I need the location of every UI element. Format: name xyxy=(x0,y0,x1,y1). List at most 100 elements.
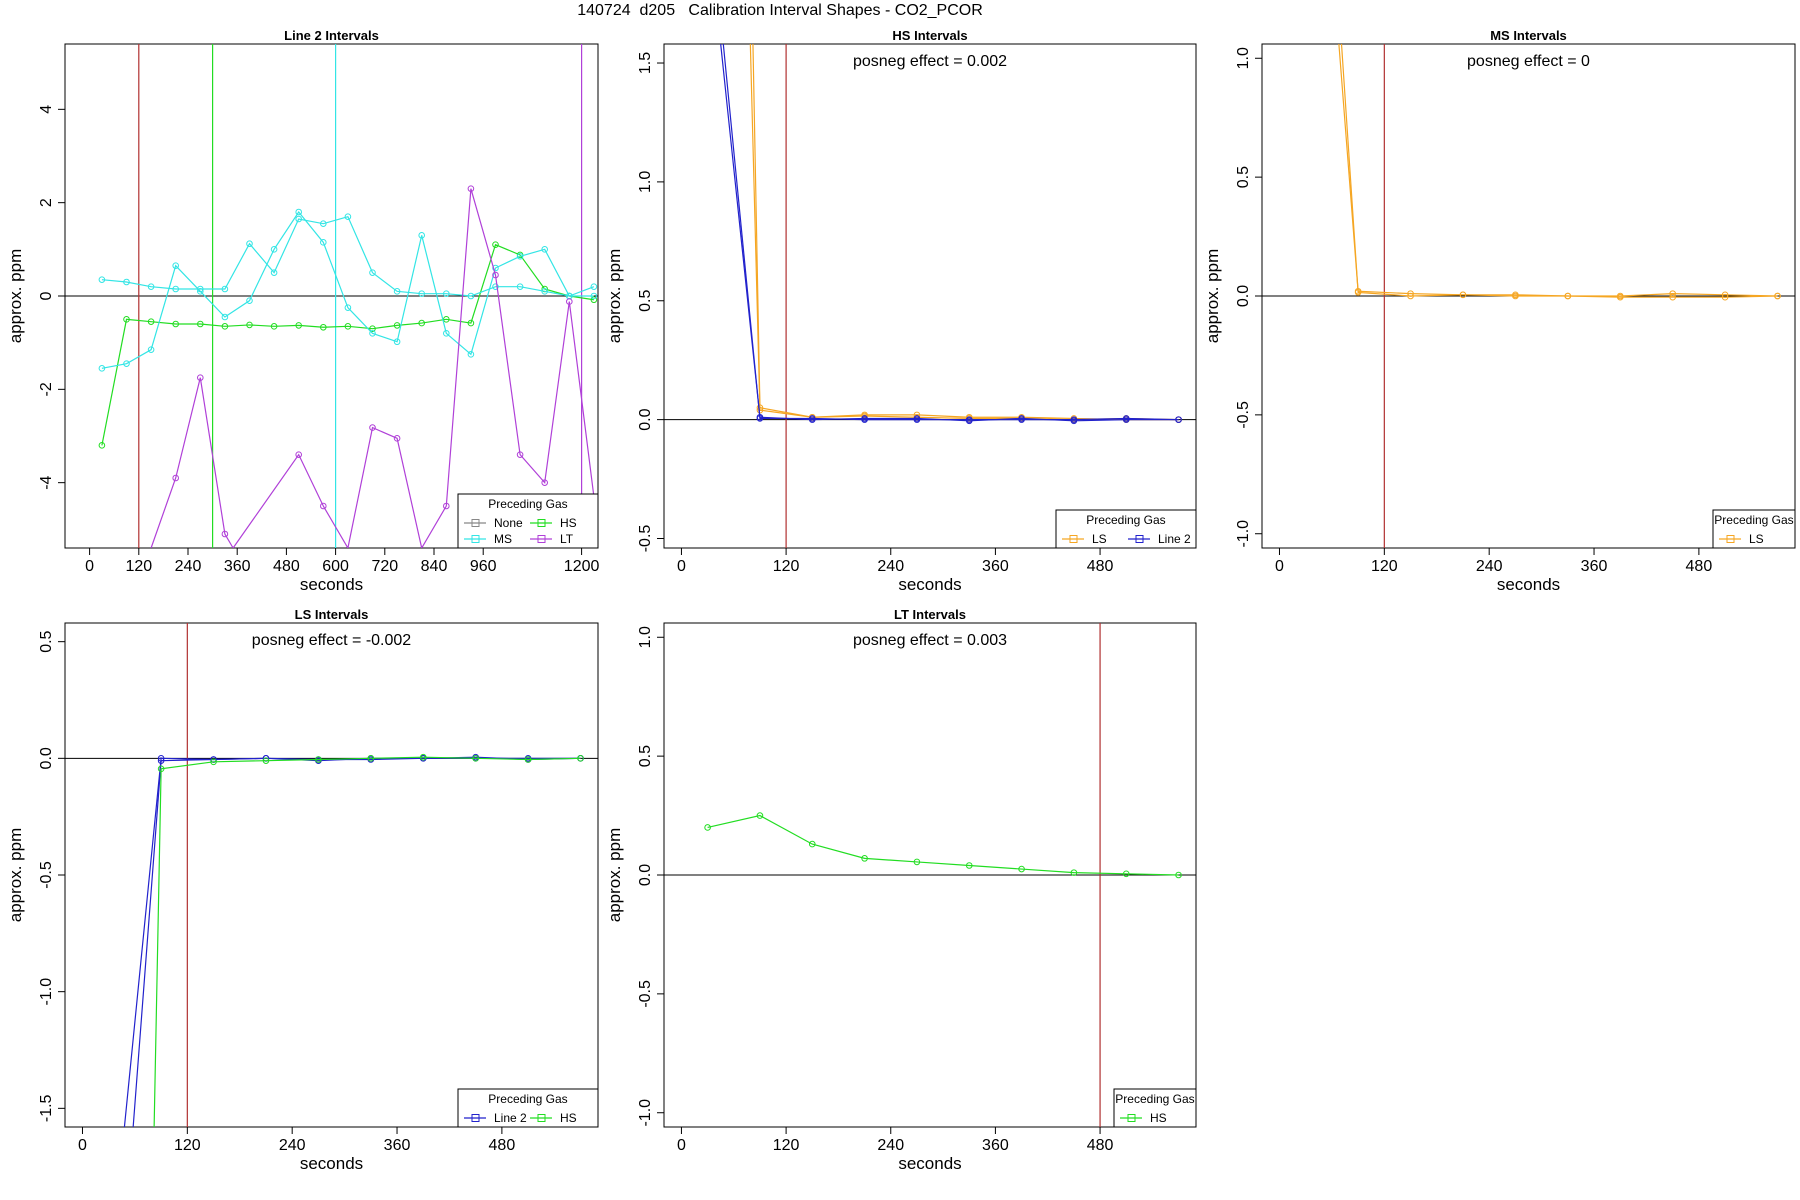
data-point xyxy=(369,269,376,276)
data-point xyxy=(123,360,130,367)
x-axis-label: seconds xyxy=(898,1154,961,1173)
x-tick-label: 120 xyxy=(1371,558,1398,575)
series-line-ls xyxy=(1340,44,1778,298)
x-tick-label: 240 xyxy=(877,1137,904,1154)
plot-area xyxy=(65,44,598,548)
data-point xyxy=(418,319,426,327)
series-line-hs xyxy=(153,756,581,1127)
legend-entry-label: LS xyxy=(1749,532,1764,546)
legend-title: Preceding Gas xyxy=(1086,513,1165,527)
data-point xyxy=(1564,292,1572,300)
x-tick-label: 360 xyxy=(384,1137,411,1154)
data-point xyxy=(1175,871,1182,879)
data-point xyxy=(524,756,532,763)
x-tick-label: 240 xyxy=(877,558,904,575)
data-point xyxy=(418,232,426,239)
y-tick-label: 1.5 xyxy=(637,52,654,74)
x-tick-label: 360 xyxy=(224,558,251,575)
data-point xyxy=(369,424,376,431)
panel-lt-intervals: LT Intervals 0 120 240 360 480 -1.0 -0.5 0.0 0.5 1… xyxy=(605,607,1197,1173)
data-point xyxy=(1175,416,1182,423)
data-point xyxy=(419,753,427,761)
panel-title: LS Intervals xyxy=(295,607,369,622)
data-point xyxy=(913,416,921,423)
posneg-annotation: posneg effect = 0 xyxy=(1467,53,1590,70)
data-point xyxy=(320,220,327,227)
legend-swatch-marker xyxy=(537,535,546,543)
plot-area xyxy=(664,44,1196,548)
panel-title: MS Intervals xyxy=(1490,28,1567,43)
data-point xyxy=(147,283,155,290)
data-point xyxy=(516,283,524,290)
data-point xyxy=(197,320,204,328)
data-point xyxy=(393,435,401,442)
x-tick-label: 0 xyxy=(1275,558,1284,575)
data-point xyxy=(541,288,549,295)
data-point xyxy=(221,530,229,538)
x-axis-label: seconds xyxy=(898,575,961,594)
data-point xyxy=(367,755,375,762)
y-axis-label: approx. ppm xyxy=(605,249,624,344)
panel-title: HS Intervals xyxy=(892,28,967,43)
data-point xyxy=(295,208,303,216)
data-point xyxy=(756,415,764,422)
y-tick-label: -0.5 xyxy=(637,525,654,553)
data-point xyxy=(1018,416,1025,423)
y-tick-label: -2 xyxy=(38,382,55,396)
series-line-lt xyxy=(150,188,595,548)
data-point xyxy=(1669,290,1676,297)
y-tick-label: -4 xyxy=(38,475,55,489)
posneg-annotation: posneg effect = -0.002 xyxy=(252,632,411,649)
data-point xyxy=(172,474,179,482)
series-line-ms xyxy=(101,215,595,297)
data-point xyxy=(344,213,352,220)
x-tick-label: 720 xyxy=(371,558,398,575)
data-point xyxy=(221,285,229,293)
plot-area xyxy=(664,623,1196,1127)
x-tick-label: 120 xyxy=(773,1137,800,1154)
data-point xyxy=(1721,293,1729,301)
y-tick-label: 2 xyxy=(38,198,55,207)
y-tick-label: 0.5 xyxy=(1235,166,1252,188)
x-axis-label: seconds xyxy=(300,575,363,594)
x-tick-label: 360 xyxy=(1581,558,1608,575)
data-point xyxy=(157,765,165,773)
y-tick-label: -1.0 xyxy=(1235,520,1252,548)
legend-entry-label: Line 2 xyxy=(1158,532,1191,546)
series-line-line-2 xyxy=(132,757,581,1127)
y-tick-label: 0.5 xyxy=(637,745,654,767)
legend-entry-label: LS xyxy=(1092,532,1107,546)
data-point xyxy=(344,304,352,311)
series-line-hs xyxy=(101,243,594,446)
x-tick-label: 480 xyxy=(489,1137,516,1154)
legend-entry-label: Line 2 xyxy=(494,1111,527,1125)
x-tick-label: 120 xyxy=(125,558,152,575)
data-point xyxy=(1616,293,1624,301)
data-point xyxy=(172,262,179,269)
legend-swatch-marker xyxy=(1127,1114,1136,1122)
data-point xyxy=(270,246,278,253)
legend-box xyxy=(457,1088,599,1128)
panel-ls-intervals: LS Intervals 0 120 240 360 480 -1.5 -1.0 -0.5 0.0… xyxy=(6,607,599,1173)
legend-entry-label: LT xyxy=(560,532,574,546)
y-tick-label: -0.5 xyxy=(38,861,55,889)
y-tick-label: -1.0 xyxy=(637,1099,654,1127)
legend-swatch-marker xyxy=(471,519,480,527)
legend-entry-label: HS xyxy=(560,516,577,530)
x-tick-label: 480 xyxy=(1087,1137,1114,1154)
data-point xyxy=(1459,291,1467,299)
data-point xyxy=(590,283,598,290)
data-point xyxy=(1407,292,1414,300)
data-point xyxy=(443,330,450,337)
data-point xyxy=(704,824,711,831)
y-tick-label: 1.0 xyxy=(637,171,654,193)
x-tick-label: 240 xyxy=(279,1137,306,1154)
series-line-ms xyxy=(101,210,594,369)
data-point xyxy=(1018,865,1025,873)
legend-entry-label: MS xyxy=(494,532,512,546)
data-point xyxy=(913,858,921,866)
x-tick-label: 480 xyxy=(273,558,300,575)
y-tick-label: 0.5 xyxy=(38,630,55,652)
data-point xyxy=(262,757,270,764)
